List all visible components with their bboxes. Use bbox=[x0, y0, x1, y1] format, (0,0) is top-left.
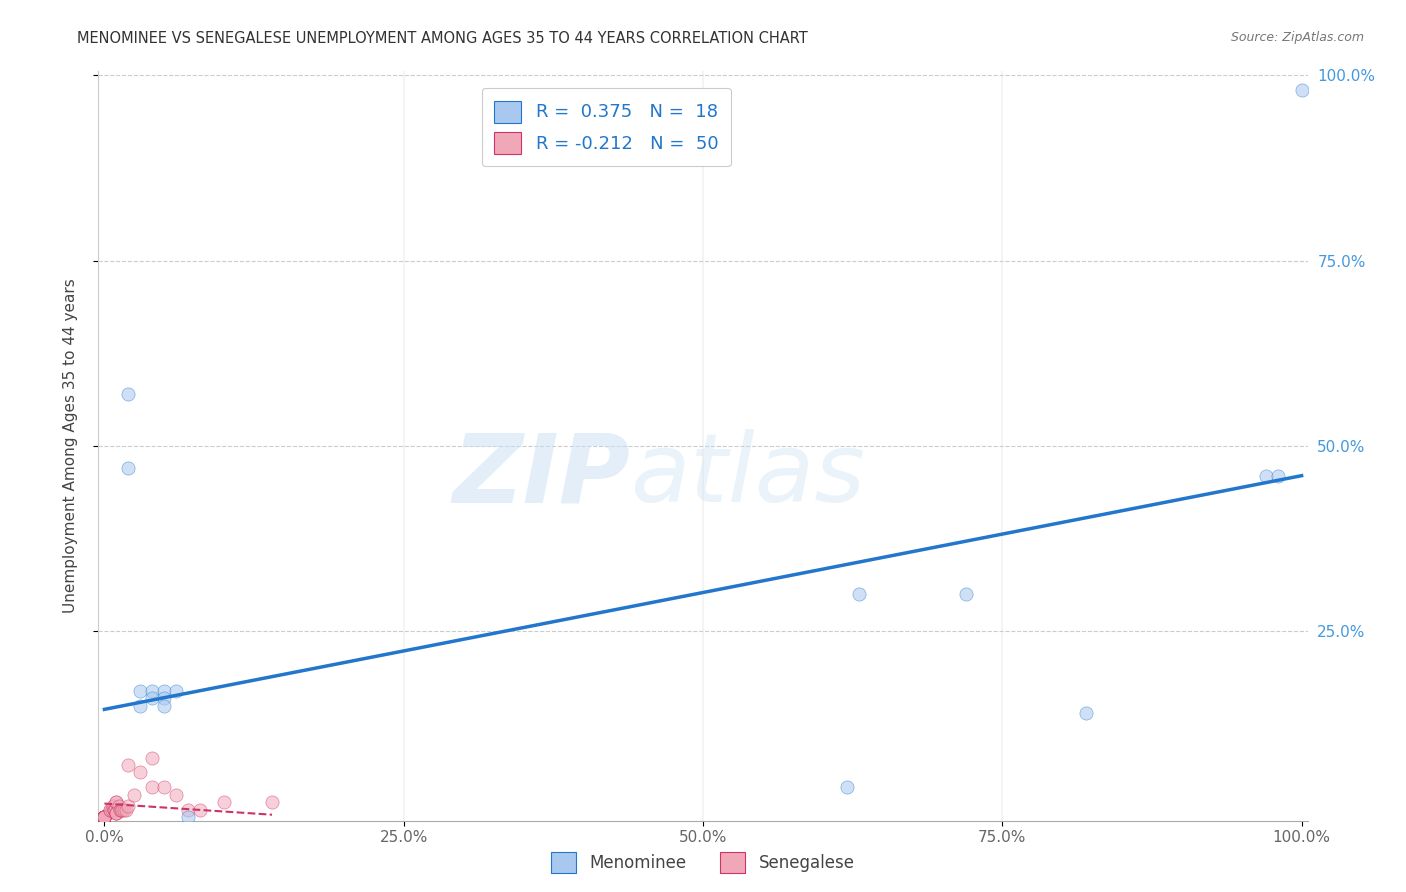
Point bbox=[188, 803, 211, 817]
Point bbox=[93, 810, 115, 824]
Point bbox=[93, 810, 115, 824]
Point bbox=[1291, 83, 1313, 97]
Point bbox=[100, 803, 122, 817]
Point bbox=[103, 803, 125, 817]
Point bbox=[93, 810, 115, 824]
Point bbox=[212, 795, 235, 809]
Point bbox=[93, 810, 115, 824]
Point bbox=[117, 798, 139, 813]
Point bbox=[103, 803, 125, 817]
Point bbox=[129, 683, 152, 698]
Point bbox=[93, 810, 115, 824]
Point bbox=[105, 806, 128, 821]
Point bbox=[93, 810, 115, 824]
Point bbox=[111, 803, 134, 817]
Y-axis label: Unemployment Among Ages 35 to 44 years: Unemployment Among Ages 35 to 44 years bbox=[63, 278, 77, 614]
Point bbox=[93, 810, 115, 824]
Point bbox=[1267, 468, 1289, 483]
Point bbox=[848, 587, 870, 601]
Point bbox=[105, 795, 128, 809]
Point bbox=[93, 810, 115, 824]
Point bbox=[141, 691, 163, 706]
Point bbox=[115, 803, 138, 817]
Point bbox=[93, 810, 115, 824]
Text: MENOMINEE VS SENEGALESE UNEMPLOYMENT AMONG AGES 35 TO 44 YEARS CORRELATION CHART: MENOMINEE VS SENEGALESE UNEMPLOYMENT AMO… bbox=[77, 31, 808, 46]
Point bbox=[129, 765, 152, 780]
Point bbox=[1254, 468, 1277, 483]
Point bbox=[93, 810, 115, 824]
Point bbox=[93, 810, 115, 824]
Point bbox=[117, 461, 139, 475]
Point bbox=[141, 683, 163, 698]
Point bbox=[835, 780, 858, 795]
Point bbox=[117, 387, 139, 401]
Point bbox=[105, 806, 128, 821]
Point bbox=[105, 806, 128, 821]
Point bbox=[93, 810, 115, 824]
Point bbox=[112, 803, 135, 817]
Legend: R =  0.375   N =  18, R = -0.212   N =  50: R = 0.375 N = 18, R = -0.212 N = 50 bbox=[481, 88, 731, 166]
Point bbox=[110, 803, 132, 817]
Point bbox=[93, 810, 115, 824]
Point bbox=[153, 698, 176, 713]
Point bbox=[177, 803, 200, 817]
Point bbox=[129, 698, 152, 713]
Point bbox=[93, 810, 115, 824]
Point bbox=[141, 750, 163, 764]
Point bbox=[100, 803, 122, 817]
Point bbox=[93, 810, 115, 824]
Point bbox=[93, 810, 115, 824]
Point bbox=[108, 803, 131, 817]
Point bbox=[260, 795, 283, 809]
Text: Source: ZipAtlas.com: Source: ZipAtlas.com bbox=[1230, 31, 1364, 45]
Point bbox=[93, 810, 115, 824]
Point bbox=[165, 683, 187, 698]
Text: ZIP: ZIP bbox=[453, 429, 630, 523]
Point bbox=[93, 810, 115, 824]
Point bbox=[105, 795, 128, 809]
Point bbox=[153, 691, 176, 706]
Point bbox=[104, 803, 127, 817]
Point bbox=[107, 798, 129, 813]
Point bbox=[101, 798, 124, 813]
Point bbox=[153, 780, 176, 795]
Text: atlas: atlas bbox=[630, 429, 866, 523]
Point bbox=[117, 758, 139, 772]
Point bbox=[93, 810, 115, 824]
Legend: Menominee, Senegalese: Menominee, Senegalese bbox=[544, 846, 862, 880]
Point bbox=[177, 810, 200, 824]
Point bbox=[1074, 706, 1097, 720]
Point bbox=[124, 788, 146, 802]
Point bbox=[100, 803, 122, 817]
Point bbox=[165, 788, 187, 802]
Point bbox=[153, 683, 176, 698]
Point bbox=[141, 780, 163, 795]
Point bbox=[93, 810, 115, 824]
Point bbox=[955, 587, 977, 601]
